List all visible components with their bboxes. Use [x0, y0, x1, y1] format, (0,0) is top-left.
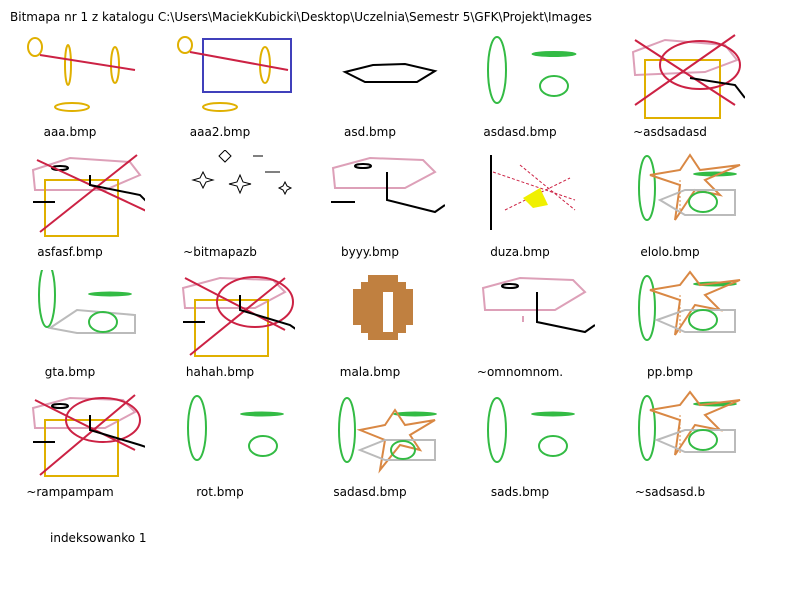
thumbnail-label: byyy.bmp	[341, 245, 399, 259]
thumbnail-image	[315, 270, 445, 380]
thumbnail-image	[615, 150, 745, 260]
thumbnail-label: aaa2.bmp	[189, 125, 251, 139]
thumbnail-image	[315, 30, 445, 140]
thumbnail-label: ~sadsasd.b	[634, 485, 706, 499]
thumbnail-sads[interactable]: sads.bmp	[450, 390, 590, 510]
thumbnail-image	[165, 390, 295, 500]
thumbnail-asdasd[interactable]: asdasd.bmp	[450, 30, 590, 150]
thumbnail-image	[15, 30, 145, 140]
thumbnail-image	[465, 270, 595, 380]
thumbnail-label: ~omnomnom.	[476, 365, 564, 379]
thumbnail-image	[165, 150, 295, 260]
thumbnail-label: aaa.bmp	[43, 125, 97, 139]
thumbnail-duza[interactable]: duza.bmp	[450, 150, 590, 270]
thumbnail-omnomnom[interactable]: ~omnomnom.	[450, 270, 595, 390]
thumbnail-image	[165, 270, 295, 380]
thumbnail-label: mala.bmp	[339, 365, 401, 379]
thumbnail-aaa2[interactable]: aaa2.bmp	[150, 30, 292, 150]
thumbnail-image	[465, 390, 595, 500]
thumbnail-label: ~rampampam	[26, 485, 114, 499]
thumbnail-bitmapazb[interactable]: ~bitmapazb	[150, 150, 293, 270]
thumbnail-mala[interactable]: mala.bmp	[300, 270, 440, 390]
thumbnail-label: asfasf.bmp	[37, 245, 103, 259]
thumbnail-label: asd.bmp	[344, 125, 396, 139]
thumbnail-label: ~asdsadasd	[633, 125, 707, 139]
thumbnail-sadasd[interactable]: sadasd.bmp	[300, 390, 440, 510]
thumbnail-byyy[interactable]: byyy.bmp	[300, 150, 445, 270]
thumbnail-gta[interactable]: gta.bmp	[0, 270, 140, 390]
thumbnail-label: hahah.bmp	[185, 365, 255, 379]
thumbnail-image	[15, 150, 145, 260]
thumbnail-image	[465, 150, 595, 260]
thumbnail-label: ~bitmapazb	[183, 245, 257, 259]
thumbnail-image	[15, 390, 145, 500]
thumbnail-asd[interactable]: asd.bmp	[300, 30, 440, 150]
thumbnail-pp[interactable]: pp.bmp	[600, 270, 741, 390]
thumbnail-asdsadasd[interactable]: ~asdsadasd	[600, 30, 745, 150]
thumbnail-label: sadasd.bmp	[333, 485, 407, 499]
thumbnail-rampampam[interactable]: ~rampampam	[0, 390, 145, 510]
thumbnail-image	[615, 30, 745, 140]
thumbnail-aaa[interactable]: aaa.bmp	[0, 30, 140, 150]
thumbnail-hahah[interactable]: hahah.bmp	[150, 270, 295, 390]
thumbnail-sadsasd[interactable]: ~sadsasd.b	[600, 390, 741, 510]
thumbnail-label: rot.bmp	[196, 485, 244, 499]
thumbnail-elolo[interactable]: elolo.bmp	[600, 150, 741, 270]
thumbnail-image	[15, 270, 145, 380]
thumbnail-label: pp.bmp	[647, 365, 693, 379]
thumbnail-image	[615, 390, 745, 500]
window-title: Bitmapa nr 1 z katalogu C:\Users\MaciekK…	[10, 10, 592, 24]
index-status: indeksowanko 1	[50, 531, 147, 545]
thumbnail-image	[315, 150, 445, 260]
thumbnail-asfasf[interactable]: asfasf.bmp	[0, 150, 145, 270]
thumbnail-label: sads.bmp	[490, 485, 550, 499]
thumbnail-rot[interactable]: rot.bmp	[150, 390, 290, 510]
thumbnail-image	[165, 30, 295, 140]
thumbnail-label: duza.bmp	[490, 245, 550, 259]
thumbnail-image	[465, 30, 595, 140]
thumbnail-image	[315, 390, 445, 500]
thumbnail-label: elolo.bmp	[640, 245, 700, 259]
thumbnail-label: asdasd.bmp	[483, 125, 557, 139]
thumbnail-image	[615, 270, 745, 380]
thumbnail-label: gta.bmp	[44, 365, 96, 379]
